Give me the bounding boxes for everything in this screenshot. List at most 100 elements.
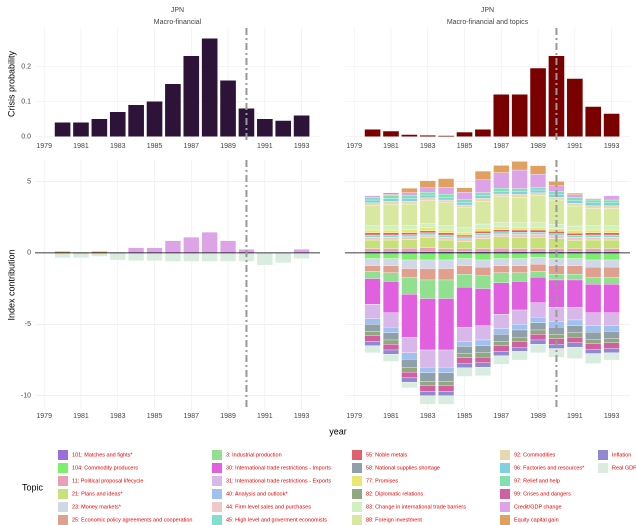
- bar-segment: [401, 225, 418, 230]
- bar-segment: [603, 312, 620, 326]
- legend-label: 97: Relief and help: [514, 478, 560, 484]
- x-tick-label: 1985: [147, 143, 163, 150]
- bar-segment: [566, 342, 583, 348]
- bar-segment: [456, 367, 473, 377]
- bar-segment: [456, 241, 473, 250]
- legend-swatch: [212, 463, 222, 473]
- legend-label: 99: Crises and dangers: [514, 491, 571, 497]
- bar-segment: [530, 302, 547, 318]
- bar-segment: [603, 338, 620, 344]
- x-tick-label: 1989: [220, 413, 236, 420]
- bar-segment: [474, 200, 491, 225]
- bar-segment: [401, 268, 418, 278]
- bar-segment: [293, 249, 310, 254]
- bar-segment: [456, 207, 473, 229]
- bar-segment: [419, 395, 436, 405]
- bar-segment: [456, 234, 473, 237]
- bar: [257, 119, 273, 137]
- bar-segment: [456, 252, 473, 259]
- bar-segment: [474, 248, 491, 252]
- legend-swatch: [500, 463, 510, 473]
- legend-swatch: [352, 502, 362, 512]
- x-tick-label: 1983: [110, 143, 126, 150]
- bar: [438, 135, 454, 137]
- bar-segment: [585, 198, 602, 201]
- bar-segment: [530, 322, 547, 331]
- bar-segment: [493, 196, 510, 223]
- bar-segment: [419, 372, 436, 382]
- bar-segment: [493, 351, 510, 356]
- bar-segment: [603, 232, 620, 236]
- bar-segment: [383, 195, 399, 199]
- bar-segment: [566, 225, 583, 231]
- legend-swatch: [352, 450, 362, 460]
- bar-segment: [585, 239, 602, 249]
- bar-segment: [438, 196, 455, 201]
- bar-segment: [474, 266, 491, 276]
- bar-segment: [603, 325, 620, 332]
- bar: [530, 68, 546, 137]
- bar-segment: [438, 199, 455, 204]
- x-tick-label: 1981: [383, 143, 399, 150]
- bar: [419, 135, 436, 137]
- bar-segment: [603, 352, 620, 361]
- bar-segment: [493, 258, 510, 266]
- bar-segment: [603, 229, 620, 234]
- bar-segment: [585, 339, 602, 344]
- bar-segment: [530, 271, 547, 278]
- bar-segment: [456, 187, 473, 193]
- bar-segment: [511, 226, 528, 231]
- bar-segment: [493, 282, 510, 315]
- bar-segment: [493, 272, 510, 284]
- bar-segment: [383, 339, 399, 345]
- bar-segment: [456, 265, 473, 275]
- x-tick-label: 1989: [530, 143, 546, 150]
- bar-segment: [603, 199, 620, 204]
- legend-swatch: [212, 489, 222, 499]
- legend-label: 45: High level and goverment economists: [226, 517, 327, 523]
- x-tick-label: 1989: [530, 413, 546, 420]
- bar-segment: [364, 199, 381, 204]
- bar-segment: [456, 326, 473, 342]
- bar-segment: [364, 271, 381, 279]
- bar-segment: [511, 265, 528, 274]
- bar-segment: [530, 192, 547, 196]
- bar-segment: [474, 288, 491, 326]
- bar-segment: [383, 326, 399, 334]
- bar-segment: [530, 236, 547, 249]
- bar-segment: [511, 222, 528, 228]
- bar-segment: [419, 349, 436, 368]
- bar-segment: [364, 229, 381, 234]
- bar-segment: [456, 258, 473, 266]
- bar-segment: [91, 253, 108, 257]
- bar-segment: [438, 186, 455, 195]
- bar-segment: [566, 252, 583, 259]
- legend-swatch: [58, 489, 68, 499]
- bar-segment: [493, 172, 510, 189]
- bar: [493, 94, 510, 137]
- bar-segment: [493, 165, 510, 173]
- bar-segment: [383, 192, 399, 195]
- bar-segment: [585, 202, 602, 206]
- bar-segment: [401, 294, 418, 338]
- bar-segment: [419, 385, 436, 392]
- bar-segment: [146, 247, 163, 254]
- bar-segment: [474, 223, 491, 229]
- bar-segment: [511, 258, 528, 266]
- bar-segment: [438, 366, 455, 374]
- bar-segment: [456, 199, 473, 203]
- bar-segment: [566, 240, 583, 250]
- bar-segment: [566, 325, 583, 334]
- bar-segment: [419, 180, 436, 189]
- bar-segment: [383, 234, 399, 238]
- bar-segment: [419, 259, 436, 269]
- bar-segment: [438, 381, 455, 386]
- legend-label: 82: Diplomatic relations: [366, 491, 423, 497]
- bar-segment: [438, 268, 455, 281]
- bar-segment: [511, 272, 528, 282]
- bar-segment: [566, 235, 583, 238]
- bar-segment: [603, 266, 620, 278]
- bar-segment: [438, 252, 455, 261]
- bar-segment: [474, 192, 491, 196]
- bar-segment: [183, 252, 200, 262]
